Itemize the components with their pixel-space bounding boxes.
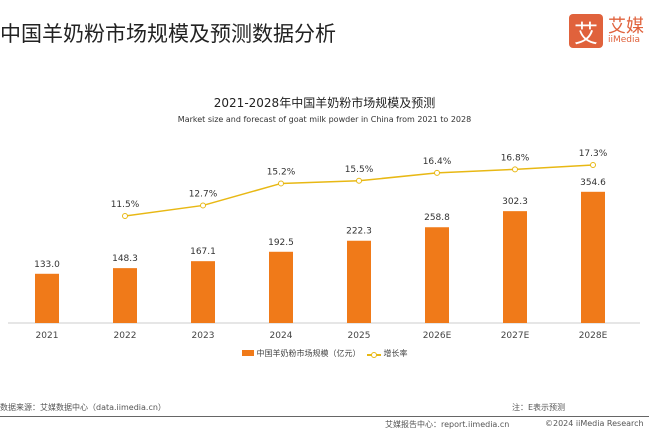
source-text: 数据来源：艾媒数据中心（data.iimedia.cn） xyxy=(0,403,166,412)
bar-label: 167.1 xyxy=(190,247,216,257)
chart-title: 2021-2028年中国羊奶粉市场规模及预测 xyxy=(213,96,436,110)
growth-point xyxy=(278,180,284,187)
bar xyxy=(425,227,449,323)
legend: 中国羊奶粉市场规模（亿元） 增长率 xyxy=(0,348,649,359)
bar-label: 133.0 xyxy=(34,260,60,270)
bar xyxy=(347,240,371,323)
x-tick-label: 2028E xyxy=(579,331,608,341)
logo-mark: 艾 xyxy=(569,14,603,48)
bar xyxy=(269,251,293,323)
bar-label: 192.5 xyxy=(268,238,294,248)
bar-label: 354.6 xyxy=(580,178,606,188)
legend-line-swatch xyxy=(366,352,381,358)
growth-label: 11.5% xyxy=(111,200,140,210)
bar xyxy=(503,211,527,323)
divider xyxy=(0,416,649,417)
footer-copyright: ©2024 iiMedia Research xyxy=(545,419,644,428)
bar xyxy=(581,191,605,323)
x-tick-label: 2024 xyxy=(270,331,293,341)
x-tick-label: 2022 xyxy=(114,331,137,341)
growth-label: 16.8% xyxy=(501,153,530,163)
logo-en: iiMedia xyxy=(608,34,641,45)
x-tick-label: 2021 xyxy=(36,331,59,341)
bar xyxy=(35,273,59,323)
bar-label: 302.3 xyxy=(502,197,528,207)
growth-point xyxy=(122,213,128,219)
bar-label: 148.3 xyxy=(112,254,138,264)
x-tick-label: 2027E xyxy=(501,331,530,341)
bar-label: 222.3 xyxy=(346,227,372,237)
x-tick-label: 2026E xyxy=(423,331,452,341)
growth-label: 15.2% xyxy=(267,167,296,177)
growth-point xyxy=(200,202,206,209)
growth-point xyxy=(590,161,596,168)
growth-label: 16.4% xyxy=(423,157,452,167)
logo: 艾 艾媒 iiMedia xyxy=(569,14,644,48)
bar xyxy=(113,268,137,323)
legend-bar: 中国羊奶粉市场规模（亿元） xyxy=(241,348,361,359)
x-tick-label: 2025 xyxy=(348,331,371,341)
growth-point xyxy=(434,169,440,176)
legend-bar-swatch xyxy=(241,350,254,356)
x-tick-label: 2023 xyxy=(192,331,215,341)
chart-subtitle: Market size and forecast of goat milk po… xyxy=(177,115,472,124)
logo-cn: 艾媒 xyxy=(608,15,644,37)
bar-label: 258.8 xyxy=(424,213,450,223)
growth-point xyxy=(512,166,518,173)
growth-label: 12.7% xyxy=(189,189,218,199)
bar xyxy=(191,261,215,323)
legend-line: 增长率 xyxy=(366,348,408,359)
growth-point xyxy=(356,177,362,184)
growth-label: 17.3% xyxy=(579,149,608,159)
page-title: 中国羊奶粉市场规模及预测数据分析 xyxy=(0,22,336,46)
growth-label: 15.5% xyxy=(345,165,374,175)
footer-report: 艾媒报告中心：report.iimedia.cn xyxy=(385,420,510,429)
note-text: 注：E表示预测 xyxy=(512,403,566,412)
